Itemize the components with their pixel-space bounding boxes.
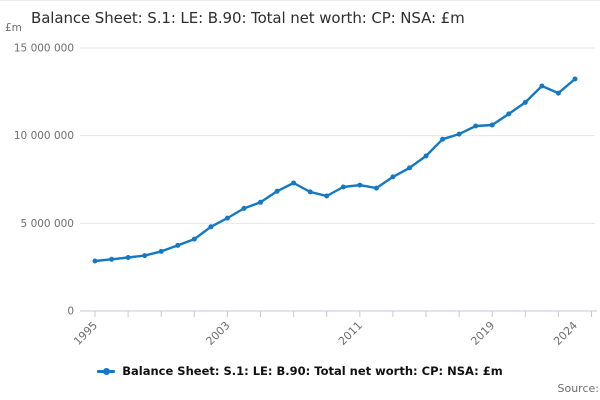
data-point[interactable] <box>109 256 115 262</box>
data-point[interactable] <box>506 111 512 117</box>
data-point[interactable] <box>390 174 396 180</box>
data-point[interactable] <box>307 189 313 195</box>
x-tick-label: 2003 <box>204 319 233 348</box>
data-point[interactable] <box>208 224 214 230</box>
x-tick-label: 2011 <box>336 319 365 348</box>
data-point[interactable] <box>456 131 462 137</box>
data-point[interactable] <box>572 76 578 82</box>
legend-dot-icon <box>102 367 110 375</box>
data-point[interactable] <box>175 242 181 248</box>
line-chart-plot-area[interactable]: 0 5 000 000 10 000 000 15 000 000 1995 2003 20… <box>0 1 600 357</box>
data-point[interactable] <box>357 182 363 188</box>
data-point[interactable] <box>555 90 561 96</box>
source-label: Source: <box>557 382 600 395</box>
series-line-dot-icon <box>97 367 116 376</box>
data-point[interactable] <box>274 188 280 194</box>
x-tick-label: 1995 <box>71 319 100 348</box>
data-point[interactable] <box>324 193 330 199</box>
data-point[interactable] <box>191 236 197 242</box>
data-point[interactable] <box>522 99 528 105</box>
legend[interactable]: Balance Sheet: S.1: LE: B.90: Total net … <box>0 362 600 380</box>
data-point[interactable] <box>373 185 379 191</box>
series-line <box>93 77 577 263</box>
chart-title: Balance Sheet: S.1: LE: B.90: Total net … <box>31 9 465 27</box>
data-point[interactable] <box>291 180 297 186</box>
data-point[interactable] <box>92 258 98 264</box>
y-tick-label: 15 000 000 <box>14 43 74 55</box>
y-tick-label: 10 000 000 <box>14 130 74 142</box>
data-point[interactable] <box>241 205 247 211</box>
data-point[interactable] <box>539 83 545 89</box>
y-axis-unit-label: £m <box>5 22 22 34</box>
data-point[interactable] <box>340 184 346 190</box>
data-point[interactable] <box>473 123 479 129</box>
x-tick-label: 2024 <box>551 319 580 348</box>
data-point[interactable] <box>423 153 429 159</box>
data-point[interactable] <box>258 199 263 205</box>
data-point[interactable] <box>142 253 148 259</box>
data-point[interactable] <box>125 255 131 260</box>
data-point[interactable] <box>489 122 495 128</box>
legend-label: Balance Sheet: S.1: LE: B.90: Total net … <box>122 364 503 378</box>
y-tick-label: 0 <box>67 306 74 318</box>
y-tick-label: 5 000 000 <box>21 218 74 230</box>
data-point[interactable] <box>440 136 446 142</box>
data-point[interactable] <box>158 248 164 254</box>
data-point[interactable] <box>224 215 230 221</box>
data-point[interactable] <box>407 165 412 171</box>
x-tick-label: 2019 <box>468 319 497 348</box>
